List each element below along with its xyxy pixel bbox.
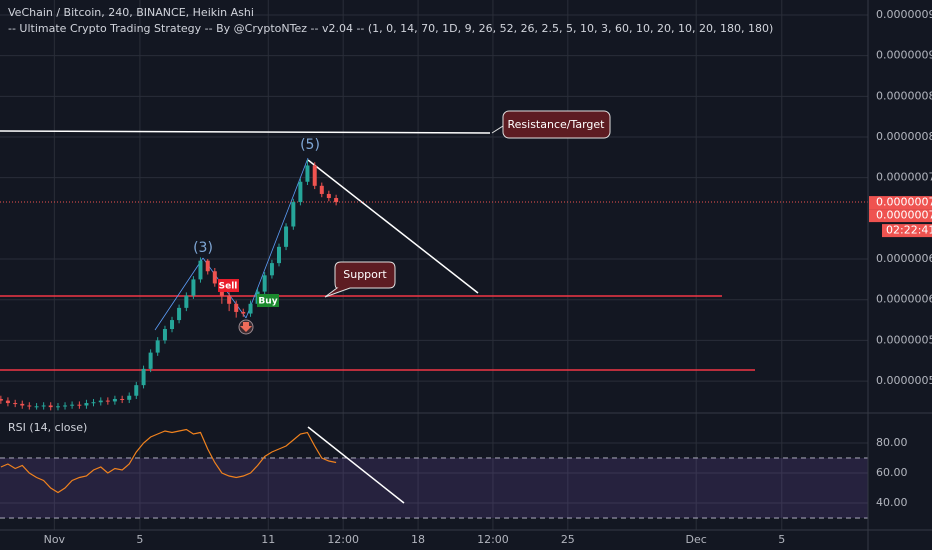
candle-body (5, 400, 10, 404)
candle-body (191, 279, 196, 296)
candle-body (162, 329, 167, 341)
x-tick-label: 25 (561, 533, 575, 546)
y-tick-label: 0.00000095 (876, 8, 932, 21)
callout-box (324, 261, 396, 298)
y-tick-label: 80.00 (876, 436, 908, 449)
countdown: 02:22:41 (886, 224, 932, 237)
candle-body (13, 403, 18, 405)
countdown-box (882, 224, 932, 238)
trend-line (307, 159, 479, 294)
candle-body (177, 307, 182, 321)
wave-label: (3) (193, 240, 213, 256)
callout-pointer (491, 125, 504, 134)
candle-body (141, 368, 146, 386)
buy-signal (257, 294, 279, 307)
y-tick-label: 0.00000085 (876, 89, 932, 102)
candle-body (262, 275, 267, 292)
candle-body (70, 404, 75, 406)
candle-body (27, 405, 32, 407)
x-tick-label: 5 (778, 533, 785, 546)
candle-body (134, 385, 139, 396)
candle-body (198, 260, 203, 280)
callout-text: Resistance/Target (507, 118, 605, 131)
y-tick-label: 60.00 (876, 466, 908, 479)
candle-body (48, 405, 53, 408)
indicator-title: -- Ultimate Crypto Trading Strategy -- B… (8, 22, 773, 35)
trend-line (307, 426, 405, 504)
candle-body (41, 405, 46, 407)
x-tick-label: 12:00 (327, 533, 359, 546)
signal-text: Sell (219, 282, 238, 292)
y-tick-label: 0.00000075 (876, 171, 932, 184)
y-tick-label: 0.00000060 (876, 293, 932, 306)
candle-body (312, 165, 317, 186)
y-tick-label: 0.00000090 (876, 49, 932, 62)
y-tick-label: 0.00000080 (876, 130, 932, 143)
candle-body (148, 352, 153, 369)
candle-body (227, 295, 232, 304)
rsi-band (0, 457, 868, 518)
candle-body (91, 402, 96, 404)
candle-body (291, 202, 296, 227)
candle-body (84, 403, 89, 406)
arrow-icon (240, 322, 252, 332)
x-tick-label: 18 (411, 533, 425, 546)
candle-body (334, 198, 339, 203)
x-tick-label: 5 (136, 533, 143, 546)
candle-body (269, 263, 274, 276)
price-label-box (869, 209, 932, 223)
candle-body (205, 260, 210, 272)
y-tick-label: 0.00000050 (876, 374, 932, 387)
candle-body (234, 303, 239, 312)
candle-body (34, 406, 39, 408)
candle-body (170, 320, 175, 330)
price-label-box (869, 196, 932, 210)
candle-body (184, 295, 189, 308)
candle-body (326, 193, 331, 199)
candle-body (241, 311, 246, 314)
candle-body (298, 181, 303, 203)
signal-text: Buy (258, 297, 277, 307)
resistance-line (0, 130, 491, 134)
sell-signal (218, 279, 239, 292)
candle-body (276, 246, 281, 264)
candle-body (98, 400, 103, 403)
x-tick-label: Nov (44, 533, 66, 546)
candle-body (155, 340, 160, 353)
wave-label: (5) (300, 137, 320, 153)
candle-body (105, 400, 110, 402)
candle-body (77, 404, 82, 406)
price-label: 0.00000072 (876, 196, 932, 209)
candle-body (305, 165, 310, 182)
price-label: 0.00000072 (876, 209, 932, 222)
callout-text: Support (343, 268, 387, 281)
y-tick-label: 0.00000055 (876, 333, 932, 346)
candle-body (248, 303, 253, 314)
candle-body (0, 398, 3, 401)
candle-body (127, 395, 132, 400)
x-tick-label: 11 (261, 533, 275, 546)
candle-body (63, 405, 68, 407)
axis: Nov 5 11 12:00 18 12:00 25 Dec 5 0.00000095 0.0000… (44, 8, 932, 546)
rsi-fill (0, 457, 868, 518)
callout-box (502, 110, 611, 139)
wave-line (154, 257, 204, 331)
y-tick-label: 0.00000065 (876, 252, 932, 265)
x-tick-label: 12:00 (477, 533, 509, 546)
symbol-title: VeChain / Bitcoin, 240, BINANCE, Heikin … (8, 6, 254, 19)
candle-body (112, 398, 117, 402)
candle-body (319, 185, 324, 194)
candle-body (20, 403, 25, 406)
rsi-title: RSI (14, close) (8, 421, 87, 434)
candle-body (212, 271, 217, 284)
candle-body (120, 398, 125, 400)
y-tick-label: 40.00 (876, 496, 908, 509)
wave-line (245, 157, 309, 319)
candle-body (55, 406, 60, 408)
x-tick-label: Dec (686, 533, 707, 546)
rsi-line (0, 428, 337, 494)
candle-body (284, 226, 289, 247)
